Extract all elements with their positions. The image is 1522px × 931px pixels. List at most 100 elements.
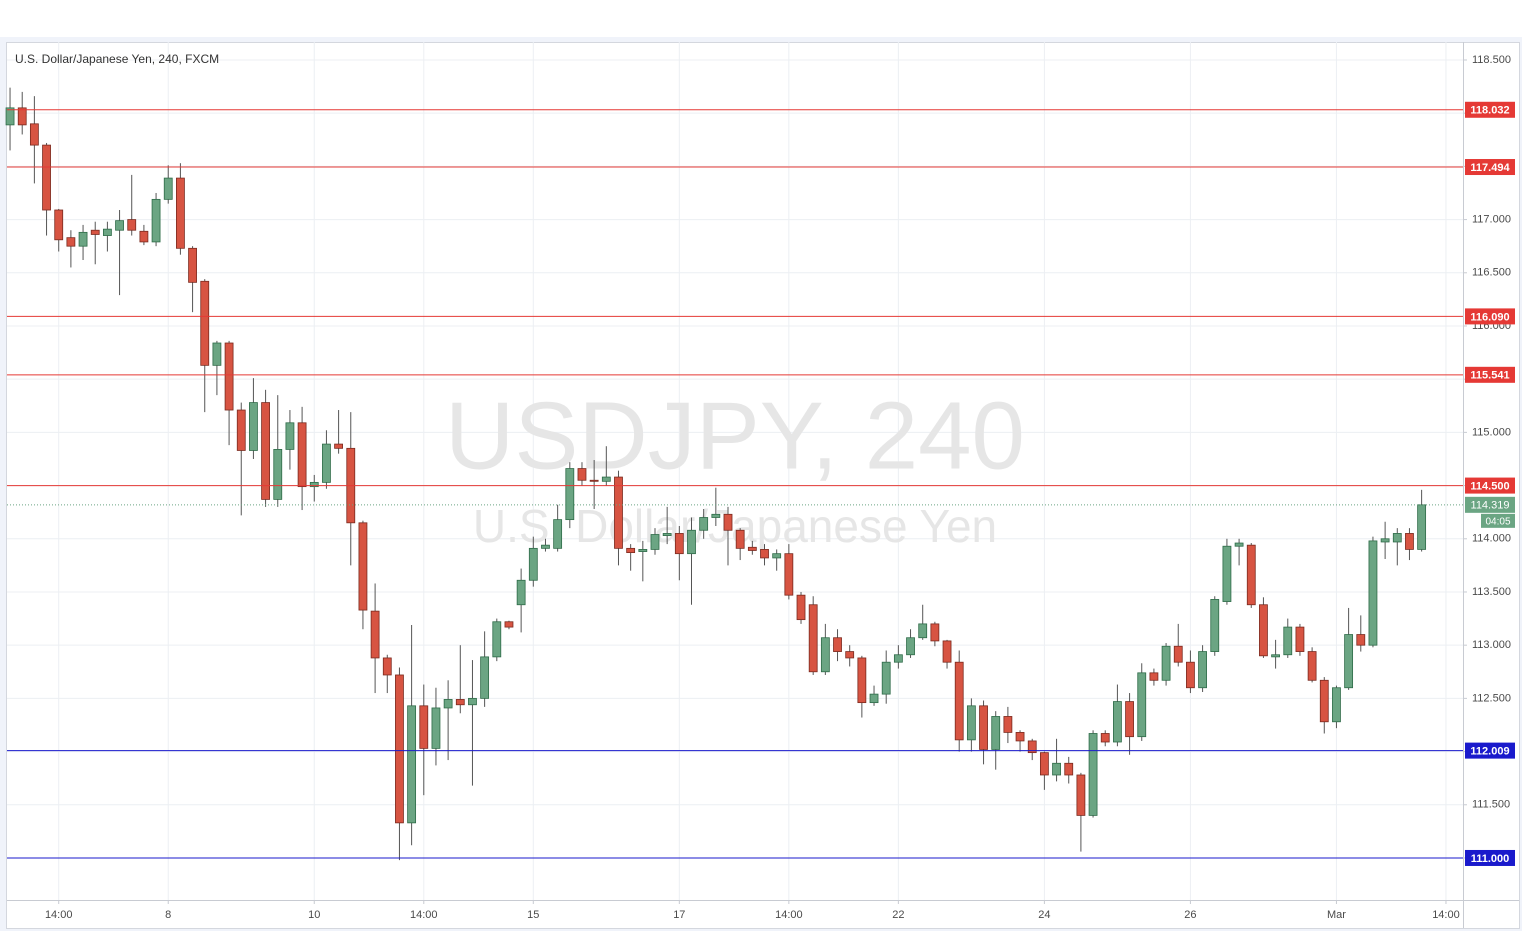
candle-body — [188, 247, 197, 283]
candle-body — [796, 594, 806, 621]
candle-body — [115, 220, 124, 231]
candle-body — [1417, 504, 1427, 550]
candle-body — [370, 610, 380, 659]
candle-body — [334, 443, 344, 449]
x-tick-label: 24 — [1038, 909, 1050, 921]
candle-body — [1149, 672, 1159, 681]
candle-body — [492, 621, 502, 658]
candle-body — [772, 553, 782, 559]
candle-body — [991, 716, 1001, 750]
candle-body — [589, 479, 599, 482]
candle-body — [1125, 701, 1134, 738]
candle-body — [1210, 599, 1220, 652]
candle-body — [1100, 733, 1110, 743]
candle-body — [1283, 626, 1293, 656]
x-tick-label: 22 — [892, 909, 904, 921]
y-tick-label: 114.000 — [1472, 533, 1511, 545]
x-tick-label: 8 — [165, 909, 171, 921]
candle-body — [1344, 634, 1354, 689]
candle-body — [565, 468, 575, 521]
candle-body — [747, 546, 757, 551]
level-label-box — [1465, 742, 1515, 759]
candle-body — [650, 534, 660, 550]
candle-body — [942, 640, 952, 663]
candle-body — [614, 476, 623, 549]
x-tick-label: 10 — [308, 909, 320, 921]
candle-body — [54, 209, 64, 241]
candle-body — [954, 661, 964, 741]
candle-body — [1356, 634, 1366, 646]
candle-body — [674, 533, 684, 555]
y-tick-label: 115.000 — [1472, 426, 1511, 438]
candle-body — [504, 621, 514, 628]
candle-body — [224, 342, 234, 411]
y-tick-label: 118.500 — [1472, 54, 1511, 66]
candle-body — [662, 533, 672, 536]
candle-body — [5, 107, 15, 126]
level-label-box — [1465, 159, 1515, 176]
candle-body — [139, 230, 149, 243]
candle-body — [516, 579, 526, 606]
candle-body — [626, 547, 636, 554]
candle-body — [1392, 533, 1402, 543]
candle-body — [723, 513, 733, 531]
candle-body — [601, 476, 611, 482]
candle-body — [1198, 651, 1207, 689]
candle-body — [151, 198, 161, 243]
candle-body — [528, 547, 538, 581]
candle-body — [638, 549, 648, 552]
candle-body — [382, 657, 392, 676]
candle-body — [1246, 544, 1256, 606]
candle-body — [236, 409, 246, 451]
candle-body — [480, 656, 490, 699]
candle-body — [893, 654, 903, 663]
candle-body — [833, 637, 842, 652]
x-tick-label: 14:00 — [775, 909, 803, 921]
candle-body — [541, 544, 550, 549]
candle-body — [1332, 687, 1341, 723]
candle-body — [1076, 774, 1086, 816]
candle-body — [431, 707, 441, 749]
candle-body — [869, 693, 879, 704]
candle-body — [1015, 732, 1025, 742]
last-price-box — [1465, 496, 1515, 513]
candle-body — [200, 280, 210, 366]
candle-body — [42, 144, 51, 211]
candle-body — [212, 342, 222, 366]
candle-body — [966, 705, 976, 741]
watermark-subtitle: U.S. Dollar/Japanese Yen — [473, 500, 997, 552]
candle-body — [881, 661, 891, 695]
candle-body — [78, 231, 88, 247]
candle-body — [1052, 762, 1061, 776]
level-label: 111.000 — [1471, 853, 1510, 865]
level-label-box — [1465, 101, 1515, 118]
candle-body — [820, 637, 830, 673]
candle-body — [1027, 740, 1037, 754]
candle-body — [857, 657, 867, 704]
candle-body — [1368, 540, 1378, 646]
x-tick-label: 14:00 — [1432, 909, 1460, 921]
candle-body — [687, 529, 696, 555]
candle-body — [845, 651, 855, 659]
candle-body — [1271, 654, 1281, 658]
candle-body — [66, 237, 76, 247]
candle-body — [1405, 533, 1414, 550]
candle-body — [1173, 645, 1183, 663]
candle-body — [443, 699, 453, 709]
last-price-label: 114.319 — [1471, 500, 1510, 512]
candle-body — [273, 449, 283, 500]
candle-body — [784, 553, 794, 596]
candle-body — [1137, 672, 1147, 738]
countdown-label: 04:05 — [1485, 516, 1510, 527]
y-tick-label: 117.000 — [1472, 213, 1511, 225]
candle-body — [285, 422, 295, 450]
candle-body — [1307, 651, 1317, 681]
candle-body — [127, 219, 137, 231]
candle-body — [102, 228, 112, 236]
y-tick-label: 116.500 — [1472, 267, 1511, 279]
candle-body — [1222, 545, 1232, 602]
candle-body — [395, 674, 404, 824]
candle-body — [1039, 752, 1049, 776]
y-tick-label: 113.500 — [1472, 586, 1511, 598]
